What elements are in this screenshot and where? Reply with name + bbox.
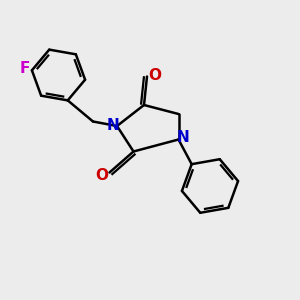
Text: F: F — [19, 61, 30, 76]
Text: N: N — [106, 118, 119, 134]
Text: N: N — [177, 130, 189, 146]
Text: O: O — [95, 168, 109, 183]
Text: O: O — [148, 68, 161, 82]
